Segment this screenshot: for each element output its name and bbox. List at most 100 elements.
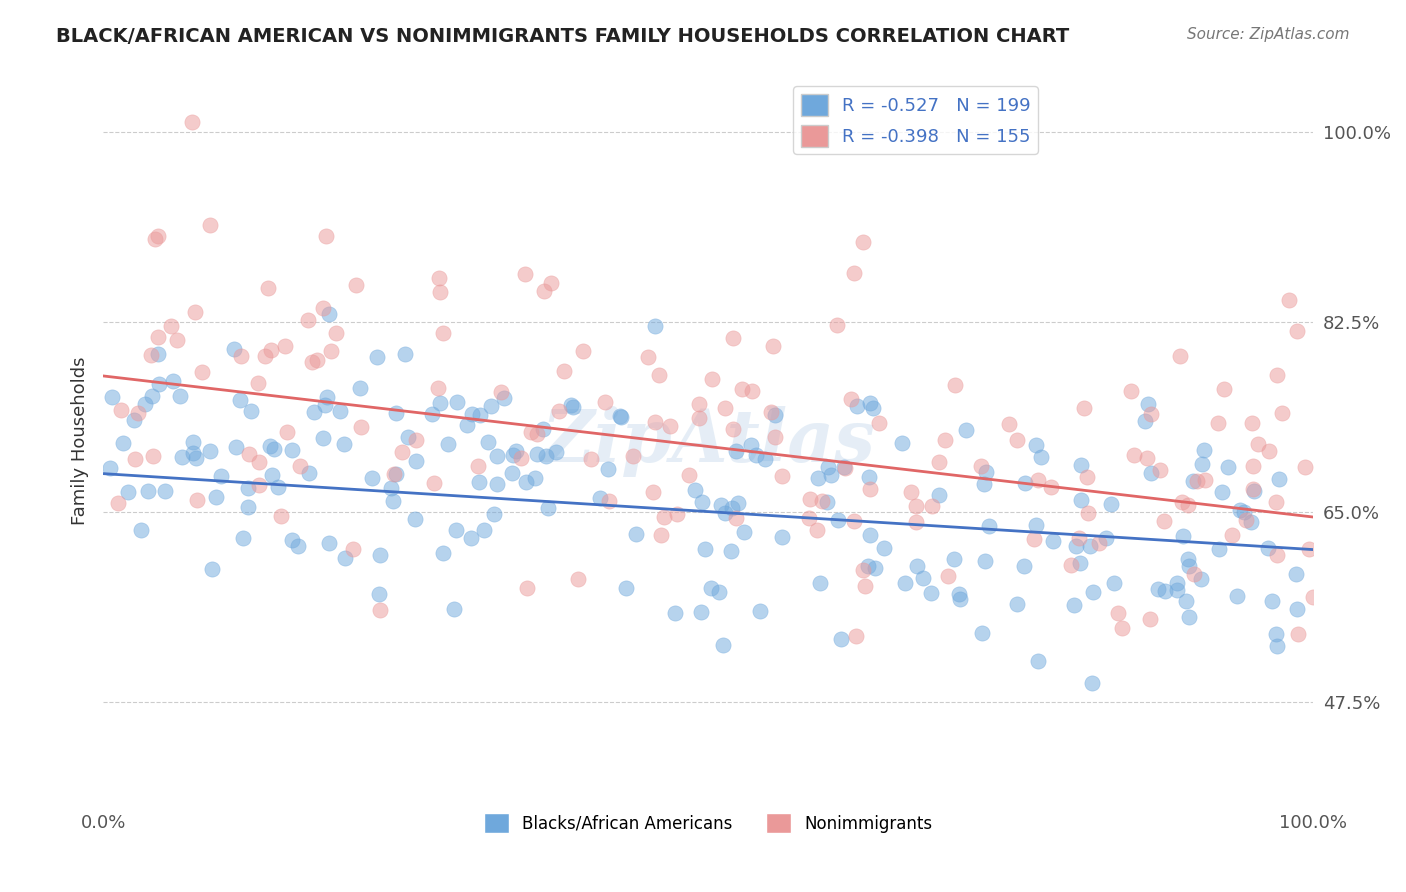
- Point: [117, 484, 139, 499]
- Point: [1099, 497, 1122, 511]
- Point: [928, 488, 950, 502]
- Point: [1294, 460, 1316, 475]
- Point: [688, 410, 710, 425]
- Point: [155, 483, 177, 498]
- Point: [614, 581, 637, 595]
- Point: [1133, 414, 1156, 428]
- Point: [949, 591, 972, 606]
- Point: [721, 500, 744, 515]
- Point: [858, 559, 880, 574]
- Point: [890, 435, 912, 450]
- Point: [689, 605, 711, 619]
- Point: [1220, 528, 1243, 542]
- Point: [405, 433, 427, 447]
- Point: [759, 405, 782, 419]
- Point: [977, 518, 1000, 533]
- Point: [648, 368, 671, 383]
- Point: [1146, 582, 1168, 597]
- Point: [1233, 505, 1256, 519]
- Point: [141, 389, 163, 403]
- Point: [346, 277, 368, 292]
- Point: [502, 448, 524, 462]
- Point: [845, 629, 868, 643]
- Point: [621, 449, 644, 463]
- Point: [349, 380, 371, 394]
- Point: [204, 490, 226, 504]
- Point: [598, 494, 620, 508]
- Point: [112, 436, 135, 450]
- Point: [318, 307, 340, 321]
- Point: [319, 343, 342, 358]
- Point: [1265, 549, 1288, 563]
- Point: [763, 408, 786, 422]
- Point: [1173, 529, 1195, 543]
- Point: [1302, 590, 1324, 604]
- Point: [444, 523, 467, 537]
- Point: [287, 540, 309, 554]
- Point: [825, 318, 848, 332]
- Point: [380, 481, 402, 495]
- Point: [609, 409, 631, 424]
- Point: [297, 313, 319, 327]
- Point: [1208, 542, 1230, 557]
- Point: [770, 531, 793, 545]
- Point: [342, 541, 364, 556]
- Legend: R = -0.527   N = 199, R = -0.398   N = 155: R = -0.527 N = 199, R = -0.398 N = 155: [793, 87, 1038, 154]
- Point: [1194, 473, 1216, 487]
- Point: [807, 471, 830, 485]
- Point: [851, 563, 873, 577]
- Point: [515, 475, 537, 490]
- Text: ZipAtlas: ZipAtlas: [541, 406, 875, 476]
- Point: [404, 511, 426, 525]
- Point: [842, 266, 865, 280]
- Point: [762, 339, 785, 353]
- Point: [1265, 494, 1288, 508]
- Point: [912, 571, 935, 585]
- Point: [263, 442, 285, 456]
- Point: [904, 515, 927, 529]
- Point: [763, 430, 786, 444]
- Point: [1073, 401, 1095, 415]
- Text: Source: ZipAtlas.com: Source: ZipAtlas.com: [1187, 27, 1350, 42]
- Point: [122, 412, 145, 426]
- Point: [839, 392, 862, 407]
- Point: [643, 485, 665, 500]
- Point: [1102, 576, 1125, 591]
- Point: [973, 477, 995, 491]
- Point: [1107, 606, 1129, 620]
- Point: [1285, 566, 1308, 581]
- Point: [249, 477, 271, 491]
- Point: [1025, 517, 1047, 532]
- Point: [1236, 513, 1258, 527]
- Point: [589, 491, 612, 505]
- Point: [1081, 584, 1104, 599]
- Point: [731, 382, 754, 396]
- Point: [460, 531, 482, 545]
- Point: [536, 449, 558, 463]
- Point: [222, 342, 245, 356]
- Point: [432, 546, 454, 560]
- Point: [259, 439, 281, 453]
- Point: [553, 364, 575, 378]
- Point: [485, 449, 508, 463]
- Point: [711, 638, 734, 652]
- Point: [260, 467, 283, 482]
- Point: [1286, 602, 1309, 616]
- Point: [1285, 324, 1308, 338]
- Point: [1040, 480, 1063, 494]
- Point: [997, 417, 1019, 431]
- Point: [970, 625, 993, 640]
- Point: [942, 552, 965, 566]
- Point: [169, 389, 191, 403]
- Point: [420, 407, 443, 421]
- Point: [477, 435, 499, 450]
- Point: [257, 281, 280, 295]
- Point: [1166, 576, 1188, 591]
- Point: [692, 495, 714, 509]
- Point: [846, 400, 869, 414]
- Point: [815, 495, 838, 509]
- Point: [1140, 407, 1163, 421]
- Point: [1063, 598, 1085, 612]
- Point: [1121, 384, 1143, 398]
- Point: [485, 477, 508, 491]
